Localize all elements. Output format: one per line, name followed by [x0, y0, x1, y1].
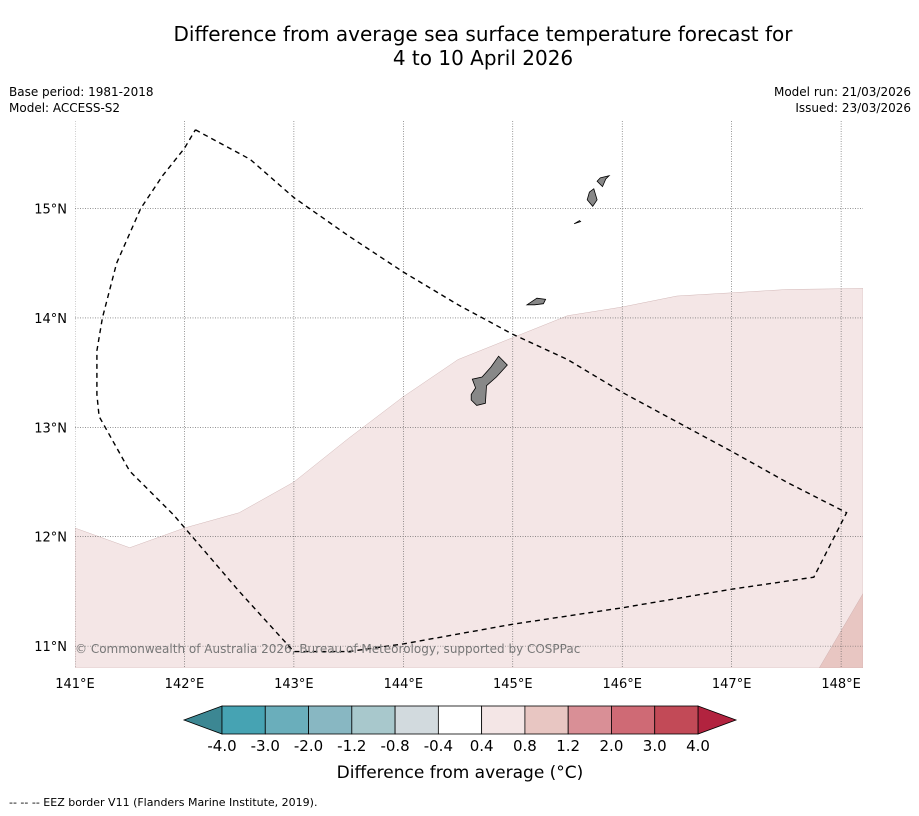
lon-label: 142°E — [165, 677, 205, 692]
metadata-left: Base period: 1981-2018 Model: ACCESS-S2 — [9, 84, 154, 116]
lat-label: 14°N — [34, 312, 67, 327]
lat-label: 12°N — [34, 531, 67, 546]
lon-label: 145°E — [493, 677, 533, 692]
colorbar-tick-label: -4.0 — [207, 737, 236, 755]
lon-label: 141°E — [55, 677, 95, 692]
colorbar-bin — [611, 705, 656, 735]
colorbar-tick-label: 0.4 — [470, 737, 494, 755]
colorbar-bin — [264, 705, 309, 735]
colorbar-bin — [437, 705, 483, 735]
colorbar-tick-label: 1.2 — [556, 737, 580, 755]
anomaly-0.8-to-1.2-region — [818, 593, 863, 668]
colorbar-tick-label: -0.4 — [424, 737, 453, 755]
anomaly-0.4-to-0.8-region — [75, 288, 863, 668]
colorbar-bin — [221, 705, 266, 735]
lon-label: 146°E — [602, 677, 642, 692]
farallon-island — [596, 174, 611, 188]
colorbar-bin — [308, 705, 353, 735]
colorbar-tick-label: -2.0 — [294, 737, 323, 755]
lon-label: 144°E — [384, 677, 424, 692]
colorbar-title: Difference from average (°C) — [336, 763, 584, 783]
guam-island — [470, 355, 508, 406]
base-period-text: Base period: 1981-2018 — [9, 85, 154, 99]
lat-label: 11°N — [34, 640, 67, 655]
colorbar-extend-high — [697, 705, 738, 735]
colorbar-extend-low — [182, 705, 223, 735]
colorbar-bin — [351, 705, 396, 735]
colorbar-bin — [394, 705, 439, 735]
tinian-island — [573, 220, 582, 225]
colorbar-tick-label: -1.2 — [337, 737, 366, 755]
eez-border — [96, 129, 848, 653]
colorbar-bin — [654, 705, 699, 735]
lat-label: 13°N — [34, 421, 67, 436]
model-run-text: Model run: 21/03/2026 — [773, 85, 911, 99]
saipan-island — [586, 188, 598, 207]
title-line-2: 4 to 10 April 2026 — [392, 46, 574, 70]
lat-label: 15°N — [34, 203, 67, 218]
colorbar-tick-label: 3.0 — [643, 737, 667, 755]
colorbar-bin — [524, 705, 569, 735]
colorbar-tick-label: -0.8 — [380, 737, 409, 755]
lon-label: 148°E — [821, 677, 861, 692]
lon-label: 143°E — [274, 677, 314, 692]
colorbar-tick-label: -3.0 — [251, 737, 280, 755]
lon-label: 147°E — [712, 677, 752, 692]
colorbar-bin — [481, 705, 526, 735]
title-line-1: Difference from average sea surface temp… — [173, 22, 793, 46]
colorbar-bin — [567, 705, 612, 735]
rota-island — [525, 297, 547, 306]
map-area: © Commonwealth of Australia 2026, Bureau… — [75, 121, 863, 668]
chart-title: Difference from average sea surface temp… — [0, 22, 919, 70]
eez-legend: -- -- -- EEZ border V11 (Flanders Marine… — [9, 796, 318, 809]
metadata-right: Model run: 21/03/2026 Issued: 23/03/2026 — [774, 84, 911, 116]
model-text: Model: ACCESS-S2 — [9, 101, 121, 115]
issued-text: Issued: 23/03/2026 — [795, 101, 911, 115]
copyright-text: © Commonwealth of Australia 2026, Bureau… — [75, 642, 580, 656]
colorbar-tick-label: 0.8 — [513, 737, 537, 755]
colorbar-tick-label: 4.0 — [686, 737, 710, 755]
colorbar-tick-label: 2.0 — [600, 737, 624, 755]
